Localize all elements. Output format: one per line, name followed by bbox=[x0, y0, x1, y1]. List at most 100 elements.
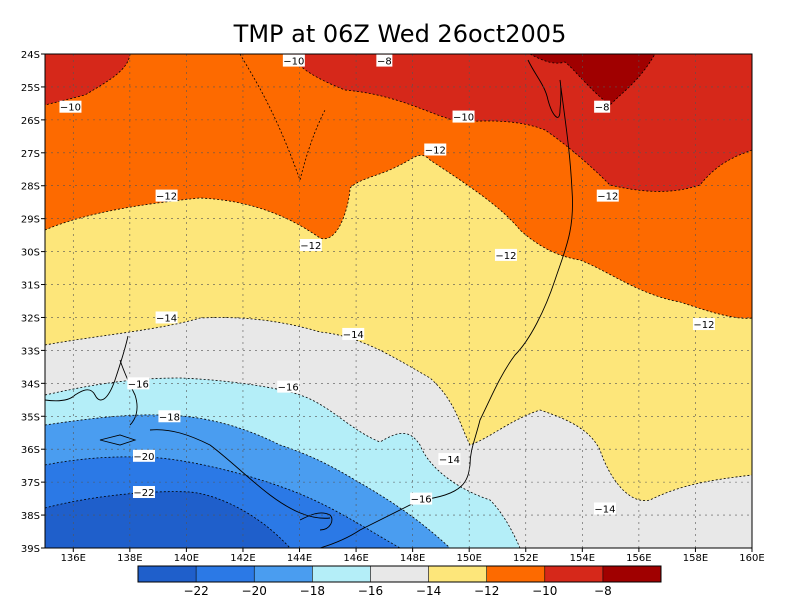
contour-label-text: −8 bbox=[595, 103, 610, 114]
colorbar-swatch bbox=[196, 566, 255, 582]
contour-label: −10 bbox=[452, 110, 475, 124]
contour-labels: −10 −10 −8 −10 −8 −12 −12 −12 −12 −12 −12 −14 −14 −16… bbox=[59, 54, 715, 515]
colorbar-swatch bbox=[312, 566, 371, 582]
contour-label-text: −10 bbox=[453, 113, 474, 124]
plot-area bbox=[45, 54, 752, 548]
contour-label: −12 bbox=[155, 189, 178, 203]
colorbar-label: −10 bbox=[532, 584, 557, 598]
band-minus24 bbox=[45, 491, 290, 548]
contour-label-bg bbox=[596, 189, 619, 202]
contour-label: −14 bbox=[342, 327, 365, 341]
contour-label: −14 bbox=[155, 311, 178, 324]
contour-label-text: −12 bbox=[597, 192, 618, 203]
y-tick-label: 38S bbox=[21, 511, 40, 522]
contour-label: −16 bbox=[127, 377, 150, 390]
y-axis-ticks: 24S 25S 26S 27S 28S 29S 30S 31S 32S 33S 34S 35S 36S 3… bbox=[21, 50, 45, 555]
contour-label-bg bbox=[452, 110, 475, 123]
contour-label-text: −10 bbox=[60, 103, 81, 114]
grid-lines bbox=[45, 54, 752, 548]
colorbar-label: −12 bbox=[474, 584, 499, 598]
contour-label-text: −18 bbox=[159, 412, 180, 423]
contour-label-text: −12 bbox=[425, 146, 446, 157]
contour-label-bg bbox=[59, 100, 82, 113]
y-tick-label: 24S bbox=[21, 50, 40, 61]
x-tick-label: 148E bbox=[400, 553, 425, 564]
chart-title: TMP at 06Z Wed 26oct2005 bbox=[233, 20, 567, 48]
x-tick-label: 160E bbox=[739, 553, 764, 564]
contour-label-text: −12 bbox=[156, 192, 177, 203]
contour-label: −10 bbox=[59, 100, 82, 114]
y-tick-label: 31S bbox=[21, 281, 40, 292]
y-tick-label: 35S bbox=[21, 412, 40, 423]
contour-label-text: −16 bbox=[411, 495, 432, 506]
contour-label-bg bbox=[494, 248, 517, 261]
contour-label: −12 bbox=[692, 318, 715, 331]
contour-label-text: −16 bbox=[278, 383, 299, 394]
contour-label: −12 bbox=[494, 248, 517, 262]
contour-label-text: −14 bbox=[594, 504, 615, 515]
x-axis-ticks: 136E 138E 140E 142E 144E 146E 148E 150E 152E 154E… bbox=[61, 548, 765, 564]
contour-label-bg bbox=[299, 239, 322, 252]
colorbar-swatch bbox=[138, 566, 197, 582]
contour-label: −22 bbox=[132, 486, 155, 499]
contour-label-bg bbox=[692, 318, 715, 331]
contour-label-text: −8 bbox=[377, 57, 392, 68]
y-tick-label: 39S bbox=[21, 544, 40, 555]
contour-label-bg bbox=[127, 377, 150, 390]
contour-label-text: −16 bbox=[128, 379, 149, 390]
contour-label-bg bbox=[342, 327, 365, 340]
y-tick-label: 27S bbox=[21, 149, 40, 160]
contour-label: −20 bbox=[132, 449, 155, 463]
contour-label: −12 bbox=[299, 239, 322, 252]
x-tick-label: 146E bbox=[343, 553, 368, 564]
contour-label-bg bbox=[424, 143, 447, 156]
colorbar-frame bbox=[137, 565, 662, 583]
contour-label-bg bbox=[438, 453, 461, 466]
x-tick-label: 138E bbox=[117, 553, 142, 564]
contour-label-bg bbox=[155, 189, 178, 202]
contour-label: −16 bbox=[410, 492, 433, 506]
contour-label-bg bbox=[594, 100, 611, 113]
colorbar-label: −18 bbox=[300, 584, 325, 598]
y-tick-label: 34S bbox=[21, 379, 40, 390]
x-tick-label: 142E bbox=[230, 553, 255, 564]
y-tick-label: 29S bbox=[21, 215, 40, 226]
y-tick-label: 37S bbox=[21, 478, 40, 489]
plot-frame bbox=[44, 53, 753, 549]
y-tick-label: 26S bbox=[21, 116, 40, 127]
colorbar-swatch bbox=[486, 566, 545, 582]
contour-label-bg bbox=[282, 54, 305, 67]
contour-label: −16 bbox=[277, 380, 300, 394]
contour-label-text: −14 bbox=[439, 455, 460, 466]
contour-lines bbox=[45, 54, 752, 548]
y-tick-label: 36S bbox=[21, 445, 40, 456]
x-tick-label: 144E bbox=[287, 553, 312, 564]
contour-label-bg bbox=[155, 311, 178, 324]
colorbar-label: −20 bbox=[242, 584, 267, 598]
contour-label: −10 bbox=[282, 54, 305, 68]
colorbar-label: −22 bbox=[183, 584, 208, 598]
contour-label-bg bbox=[410, 492, 433, 505]
y-tick-label: 33S bbox=[21, 346, 40, 357]
contour-label-text: −12 bbox=[693, 320, 714, 331]
contour-label: −14 bbox=[438, 453, 461, 466]
colorbar-swatch bbox=[370, 566, 429, 582]
contour-label-bg bbox=[376, 54, 393, 67]
contour-label-bg bbox=[593, 502, 616, 515]
contour-label-text: −14 bbox=[343, 330, 364, 341]
colorbar-swatch bbox=[602, 566, 661, 582]
contour-label: −18 bbox=[158, 410, 181, 423]
contour-label-text: −20 bbox=[133, 452, 154, 463]
colorbar-label: −14 bbox=[416, 584, 441, 598]
x-tick-label: 154E bbox=[570, 553, 595, 564]
y-tick-label: 25S bbox=[21, 83, 40, 94]
contour-label-text: −12 bbox=[495, 251, 516, 262]
x-tick-label: 136E bbox=[61, 553, 86, 564]
contour-label-text: −14 bbox=[156, 313, 177, 324]
y-tick-label: 30S bbox=[21, 248, 40, 259]
contour-label-text: −22 bbox=[133, 488, 154, 499]
colorbar-swatch bbox=[254, 566, 313, 582]
contour-label-bg bbox=[132, 449, 155, 462]
x-tick-label: 152E bbox=[513, 553, 538, 564]
